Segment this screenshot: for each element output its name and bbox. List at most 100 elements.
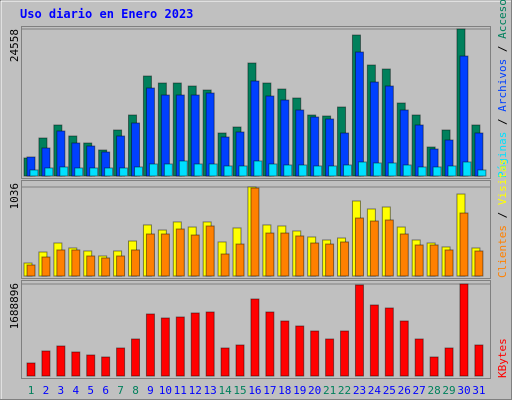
bar [205, 311, 215, 377]
bar [41, 256, 51, 277]
bar [29, 169, 39, 177]
bar [280, 320, 290, 377]
x-tick-label: 10 [159, 384, 172, 397]
bar [71, 351, 81, 377]
bar [235, 344, 245, 377]
bar [310, 330, 320, 377]
bar [399, 320, 409, 377]
bar [26, 362, 36, 377]
bar [313, 165, 323, 177]
x-tick-label: 12 [189, 384, 202, 397]
legend-entry: Accesos [496, 0, 509, 39]
bar [74, 167, 84, 177]
bar [190, 312, 200, 377]
x-tick-label: 30 [457, 384, 470, 397]
legend: Páginas / Archivos / Accesos [496, 0, 509, 178]
bar [145, 87, 155, 177]
bar [104, 167, 114, 177]
x-tick-label: 11 [174, 384, 187, 397]
bar [387, 162, 397, 177]
x-tick-label: 19 [293, 384, 306, 397]
x-tick-label: 25 [383, 384, 396, 397]
bar [220, 347, 230, 377]
bar [429, 356, 439, 377]
bar [101, 356, 111, 377]
bar [354, 51, 364, 177]
bar [369, 304, 379, 377]
bar [178, 160, 188, 177]
bar [384, 307, 394, 377]
x-tick-label: 13 [204, 384, 217, 397]
bar [474, 344, 484, 377]
bar [86, 255, 96, 277]
bar [253, 160, 263, 177]
legend: Clientes / Visitas [496, 159, 509, 278]
bar [310, 242, 320, 277]
bar [354, 284, 364, 377]
bar [250, 298, 260, 377]
bar [474, 250, 484, 277]
bar [250, 187, 260, 277]
bar [265, 311, 275, 377]
bar [325, 338, 335, 377]
bar [223, 165, 233, 177]
bar [220, 253, 230, 277]
x-tick-label: 20 [308, 384, 321, 397]
bar [369, 220, 379, 277]
x-tick-label: 14 [218, 384, 232, 397]
bar [459, 212, 469, 277]
bar [399, 233, 409, 277]
legend-entry: Archivos [496, 59, 509, 112]
x-tick-label: 28 [427, 384, 440, 397]
x-tick-label: 26 [398, 384, 411, 397]
x-tick-label: 4 [72, 384, 79, 397]
x-tick-label: 9 [147, 384, 154, 397]
bar [148, 163, 158, 177]
bar [235, 243, 245, 277]
legend-separator: / [496, 39, 509, 59]
x-tick-label: 1 [28, 384, 35, 397]
bar [280, 232, 290, 277]
bar [459, 283, 469, 377]
x-tick-label: 8 [132, 384, 139, 397]
x-tick-label: 27 [413, 384, 426, 397]
chart-title: Uso diario en Enero 2023 [20, 7, 193, 21]
legend: KBytes [496, 338, 509, 378]
bar [340, 241, 350, 277]
y-tick-label: 24558 [8, 29, 21, 62]
x-tick-label: 7 [117, 384, 124, 397]
y-tick-label: 1036 [8, 183, 21, 210]
x-tick-label: 22 [338, 384, 351, 397]
x-tick-label: 16 [248, 384, 261, 397]
bar [145, 233, 155, 277]
bar [145, 313, 155, 377]
bar [160, 233, 170, 277]
legend-entry: Páginas [496, 132, 509, 178]
bar [328, 165, 338, 177]
x-tick-label: 18 [278, 384, 291, 397]
bar [131, 249, 141, 277]
bar [119, 167, 129, 177]
bar [417, 166, 427, 177]
bar [71, 249, 81, 277]
x-tick-label: 17 [263, 384, 276, 397]
bar [325, 243, 335, 277]
bar [208, 163, 218, 177]
x-tick-label: 15 [233, 384, 246, 397]
y-tick-label: 1688896 [8, 283, 21, 329]
bar [86, 354, 96, 377]
bar [238, 165, 248, 177]
bar [429, 244, 439, 277]
bar [369, 81, 379, 177]
legend-entry: Clientes [496, 225, 509, 278]
bar [163, 163, 173, 177]
bar [193, 163, 203, 177]
bar [160, 317, 170, 377]
bar [444, 249, 454, 277]
bar [116, 255, 126, 277]
bar [414, 244, 424, 277]
bar [56, 249, 66, 277]
x-tick-label: 24 [368, 384, 382, 397]
bar [354, 217, 364, 277]
